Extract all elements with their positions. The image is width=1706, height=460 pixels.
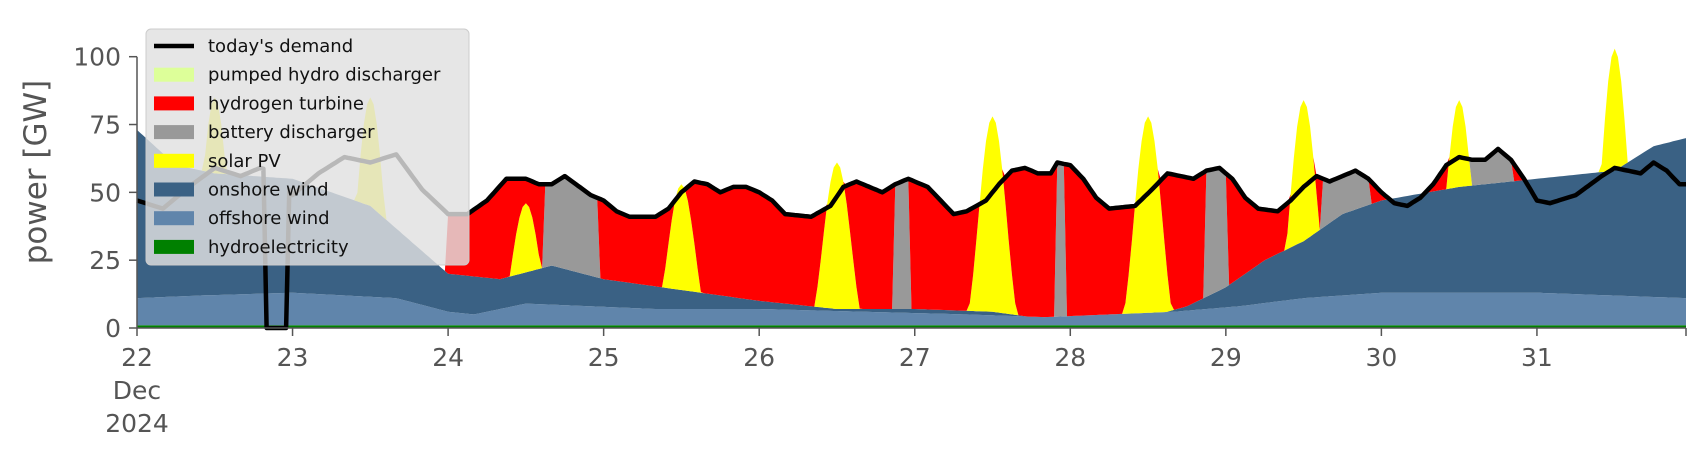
x-tick-label: 26 xyxy=(743,343,775,372)
legend-swatch-hydrogen-turbine xyxy=(154,96,194,110)
legend-label: solar PV xyxy=(208,151,281,172)
legend-label: pumped hydro discharger xyxy=(208,65,441,86)
x-tick-label: 25 xyxy=(588,343,620,372)
legend-swatch-hydroelectricity xyxy=(154,240,194,254)
legend-swatch-battery-discharger xyxy=(154,125,194,139)
legend-label: onshore wind xyxy=(208,180,329,201)
legend-swatch-onshore-wind xyxy=(154,183,194,197)
x-tick-month: Dec xyxy=(113,376,161,405)
legend-label: hydrogen turbine xyxy=(208,93,364,114)
x-tick-label: 24 xyxy=(432,343,464,372)
y-axis-label: power [GW] xyxy=(18,80,54,265)
x-tick-year: 2024 xyxy=(105,409,169,438)
x-tick-label: 27 xyxy=(899,343,931,372)
legend-swatch-offshore-wind xyxy=(154,211,194,225)
x-tick-label: 23 xyxy=(277,343,309,372)
legend-label: battery discharger xyxy=(208,122,375,143)
legend: today's demand pumped hydro discharger hyd… xyxy=(146,29,469,265)
x-tick-label: 31 xyxy=(1521,343,1553,372)
y-tick-label: 25 xyxy=(89,246,121,275)
legend-label: hydroelectricity xyxy=(208,237,349,258)
energy-dispatch-chart: 0 25 50 75 100 22 Dec 2024 23 24 25 26 27 28 29 30 31 pow… xyxy=(0,0,1706,460)
x-tick-label: 29 xyxy=(1210,343,1242,372)
y-tick-label: 50 xyxy=(89,178,121,207)
legend-label: today's demand xyxy=(208,36,353,57)
y-tick-label: 75 xyxy=(89,111,121,140)
x-tick-label: 28 xyxy=(1054,343,1086,372)
legend-swatch-solar-pv xyxy=(154,154,194,168)
legend-swatch-pumped-hydro-discharger xyxy=(154,68,194,82)
x-tick-label: 30 xyxy=(1365,343,1397,372)
y-tick-label: 0 xyxy=(105,314,121,343)
legend-label: offshore wind xyxy=(208,208,330,229)
y-tick-label: 100 xyxy=(73,43,121,72)
x-tick-label: 22 xyxy=(121,343,153,372)
